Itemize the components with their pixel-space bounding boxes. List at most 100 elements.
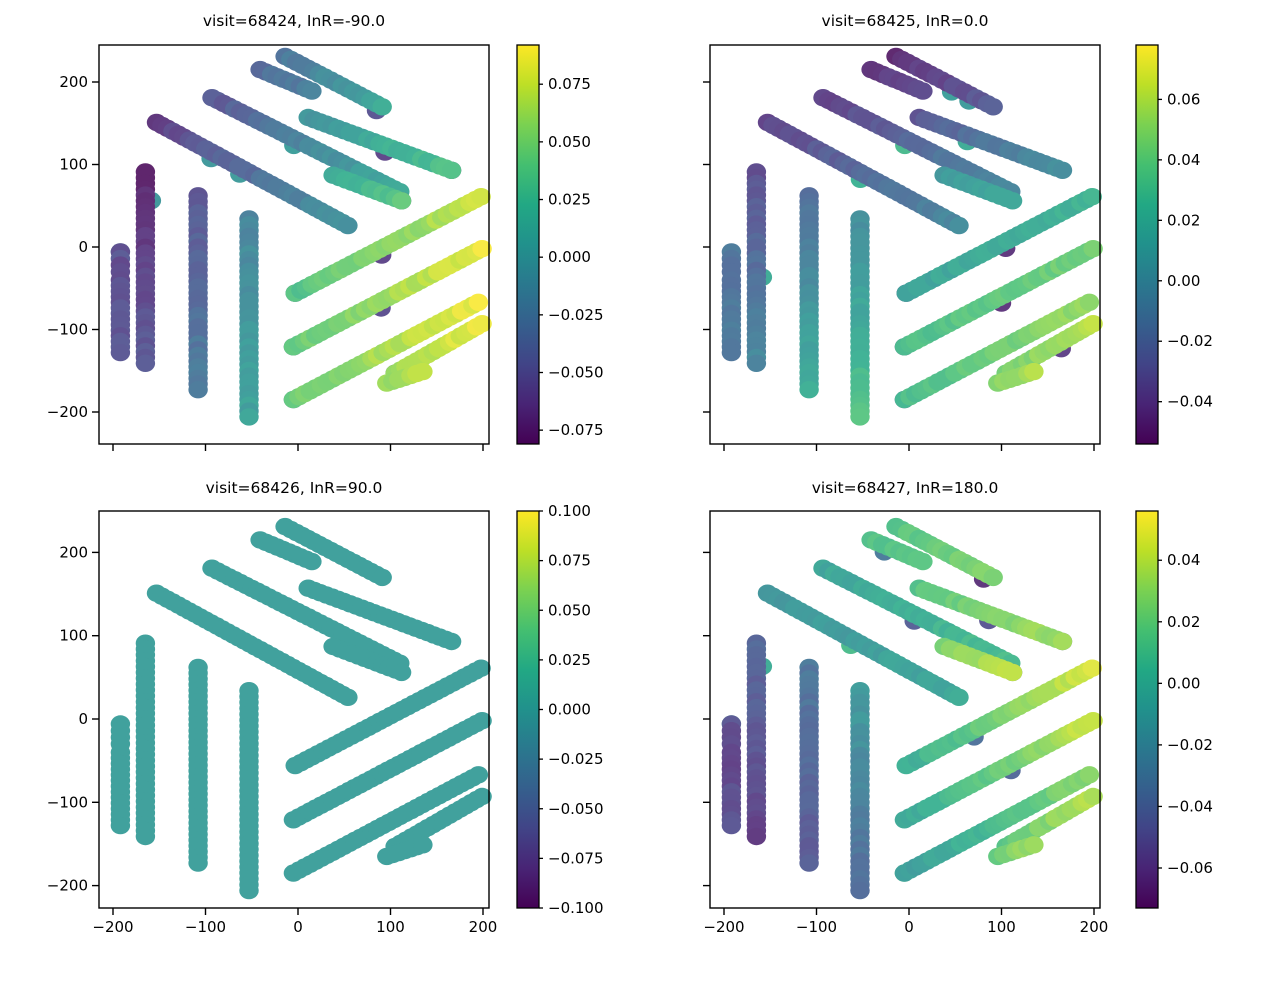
colorbar-tick-label: 0.04 — [1167, 151, 1200, 169]
stroke-B3 — [283, 293, 489, 409]
stroke-B5 — [988, 836, 1044, 866]
stroke-T6 — [934, 637, 1023, 682]
stroke-B1 — [285, 659, 491, 775]
subplot-4: −200 −100 0 100 200 0.04 0.02 0.00 −0.02 −0.04 −0.… — [703, 510, 1213, 936]
stroke-T4 — [146, 113, 358, 235]
stroke-T4 — [757, 584, 969, 706]
colorbar-tick-label: 0.075 — [548, 75, 591, 93]
colorbar-tick-label: −0.050 — [548, 800, 604, 818]
stroke-T6 — [934, 166, 1023, 210]
colorbar-tick-label: 0.00 — [1167, 272, 1200, 290]
colorbar-tick-label: −0.075 — [548, 849, 604, 867]
subplot-1-y-ticks: 200 100 0 −100 −200 — [47, 73, 99, 421]
stroke-V4 — [850, 682, 870, 900]
colorbar-tick-label: 0.025 — [548, 651, 591, 669]
colorbar-tick-label: −0.025 — [548, 306, 604, 324]
stroke-V2 — [135, 163, 162, 372]
colorbar-tick-label: 0.02 — [1167, 211, 1200, 229]
stroke-B3 — [894, 293, 1100, 409]
colorbar-tick-label: 0.000 — [548, 701, 591, 719]
x-tick-label: 200 — [1080, 918, 1109, 936]
subplot-1-x-ticks — [112, 444, 484, 451]
stroke-T6 — [323, 166, 412, 210]
x-tick-label: −100 — [185, 918, 226, 936]
stroke-V3 — [799, 658, 819, 872]
x-tick-label: −200 — [92, 918, 133, 936]
colorbar-tick-label: 0.04 — [1167, 551, 1200, 569]
colorbar-tick-label: −0.04 — [1167, 797, 1213, 815]
stroke-V1b — [110, 271, 131, 362]
colorbar-tick-label: −0.06 — [1167, 859, 1213, 877]
stroke-B1 — [896, 659, 1102, 775]
stroke-V1b — [721, 743, 742, 835]
x-tick-label: −200 — [703, 918, 744, 936]
colorbar-tick-label: −0.04 — [1167, 393, 1213, 411]
colorbar-tick-label: 0.100 — [548, 502, 591, 520]
stroke-B1 — [285, 188, 491, 302]
x-tick-label: 0 — [904, 918, 914, 936]
colorbar-tick-label: −0.02 — [1167, 332, 1213, 350]
stroke-T3 — [202, 559, 410, 672]
x-tick-label: 200 — [469, 918, 498, 936]
subplot-4-x-ticks: −200 −100 0 100 200 — [703, 908, 1108, 936]
stroke-B2 — [894, 712, 1103, 829]
stroke-B5 — [377, 836, 433, 866]
stroke-T4 — [757, 113, 969, 235]
colorbar-tick-label: −0.075 — [548, 421, 604, 439]
stroke-V4 — [850, 210, 870, 426]
stroke-B1 — [896, 188, 1102, 302]
subplot-title-2: visit=68425, InR=0.0 — [821, 12, 989, 30]
subplot-2-scatter — [721, 47, 1103, 426]
x-tick-label: 100 — [376, 918, 405, 936]
stroke-T5 — [909, 108, 1073, 179]
stroke-T1 — [275, 517, 392, 587]
subplot-4-colorbar: 0.04 0.02 0.00 −0.02 −0.04 −0.06 — [1135, 510, 1213, 909]
subplot-3-x-ticks: −200 −100 0 100 200 — [92, 908, 497, 936]
stroke-T5 — [298, 108, 462, 179]
subplot-3-scatter — [110, 517, 492, 900]
y-tick-label: 0 — [78, 238, 88, 256]
colorbar-tick-label: 0.000 — [548, 248, 591, 266]
y-tick-label: 100 — [59, 156, 88, 174]
colorbar-tick-label: 0.075 — [548, 552, 591, 570]
subplot-3: −200 −100 0 100 200 200 100 0 −100 −200 0.100 0.075… — [47, 502, 604, 936]
subplot-1-spines — [98, 44, 490, 445]
stroke-T5 — [909, 579, 1073, 651]
stroke-V3 — [188, 187, 208, 399]
stroke-V2 — [746, 634, 773, 846]
stroke-T5 — [298, 579, 462, 651]
y-tick-label: 200 — [59, 543, 88, 561]
stroke-V1b — [110, 743, 131, 835]
subplot-3-y-ticks: 200 100 0 −100 −200 — [47, 543, 99, 895]
subplot-1: 200 100 0 −100 −200 0.075 0.050 0.025 0.000 −0.02… — [47, 44, 604, 451]
stroke-T2 — [250, 531, 322, 571]
subplot-title-4: visit=68427, InR=180.0 — [811, 479, 999, 497]
colorbar-tick-label: −0.050 — [548, 364, 604, 382]
stroke-T2 — [861, 531, 933, 571]
y-tick-label: 100 — [59, 627, 88, 645]
subplot-4-scatter — [721, 517, 1103, 900]
y-tick-label: 200 — [59, 73, 88, 91]
y-tick-label: −100 — [47, 793, 88, 811]
subplot-3-colorbar: 0.100 0.075 0.050 0.025 0.000 −0.025 −0.050 −0.… — [516, 502, 604, 917]
stroke-B2 — [894, 240, 1103, 356]
stroke-B5 — [377, 362, 433, 392]
stroke-B5 — [988, 362, 1044, 392]
x-tick-label: 100 — [987, 918, 1016, 936]
colorbar-tick-label: −0.100 — [548, 899, 604, 917]
y-tick-label: −100 — [47, 321, 88, 339]
stroke-V2 — [746, 163, 773, 372]
colorbar-tick-label: 0.050 — [548, 601, 591, 619]
colorbar-tick-label: −0.02 — [1167, 736, 1213, 754]
x-tick-label: 0 — [293, 918, 303, 936]
subplot-2-x-ticks — [723, 444, 1095, 451]
stroke-T6 — [323, 637, 412, 682]
stroke-T1 — [275, 47, 392, 120]
colorbar-tick-label: 0.025 — [548, 191, 591, 209]
y-tick-label: −200 — [47, 403, 88, 421]
subplot-2-colorbar: 0.06 0.04 0.02 0.00 −0.02 −0.04 — [1135, 44, 1213, 445]
colorbar-tick-label: 0.02 — [1167, 613, 1200, 631]
subplot-2: 0.06 0.04 0.02 0.00 −0.02 −0.04 — [703, 44, 1213, 451]
colorbar-tick-label: 0.00 — [1167, 674, 1200, 692]
